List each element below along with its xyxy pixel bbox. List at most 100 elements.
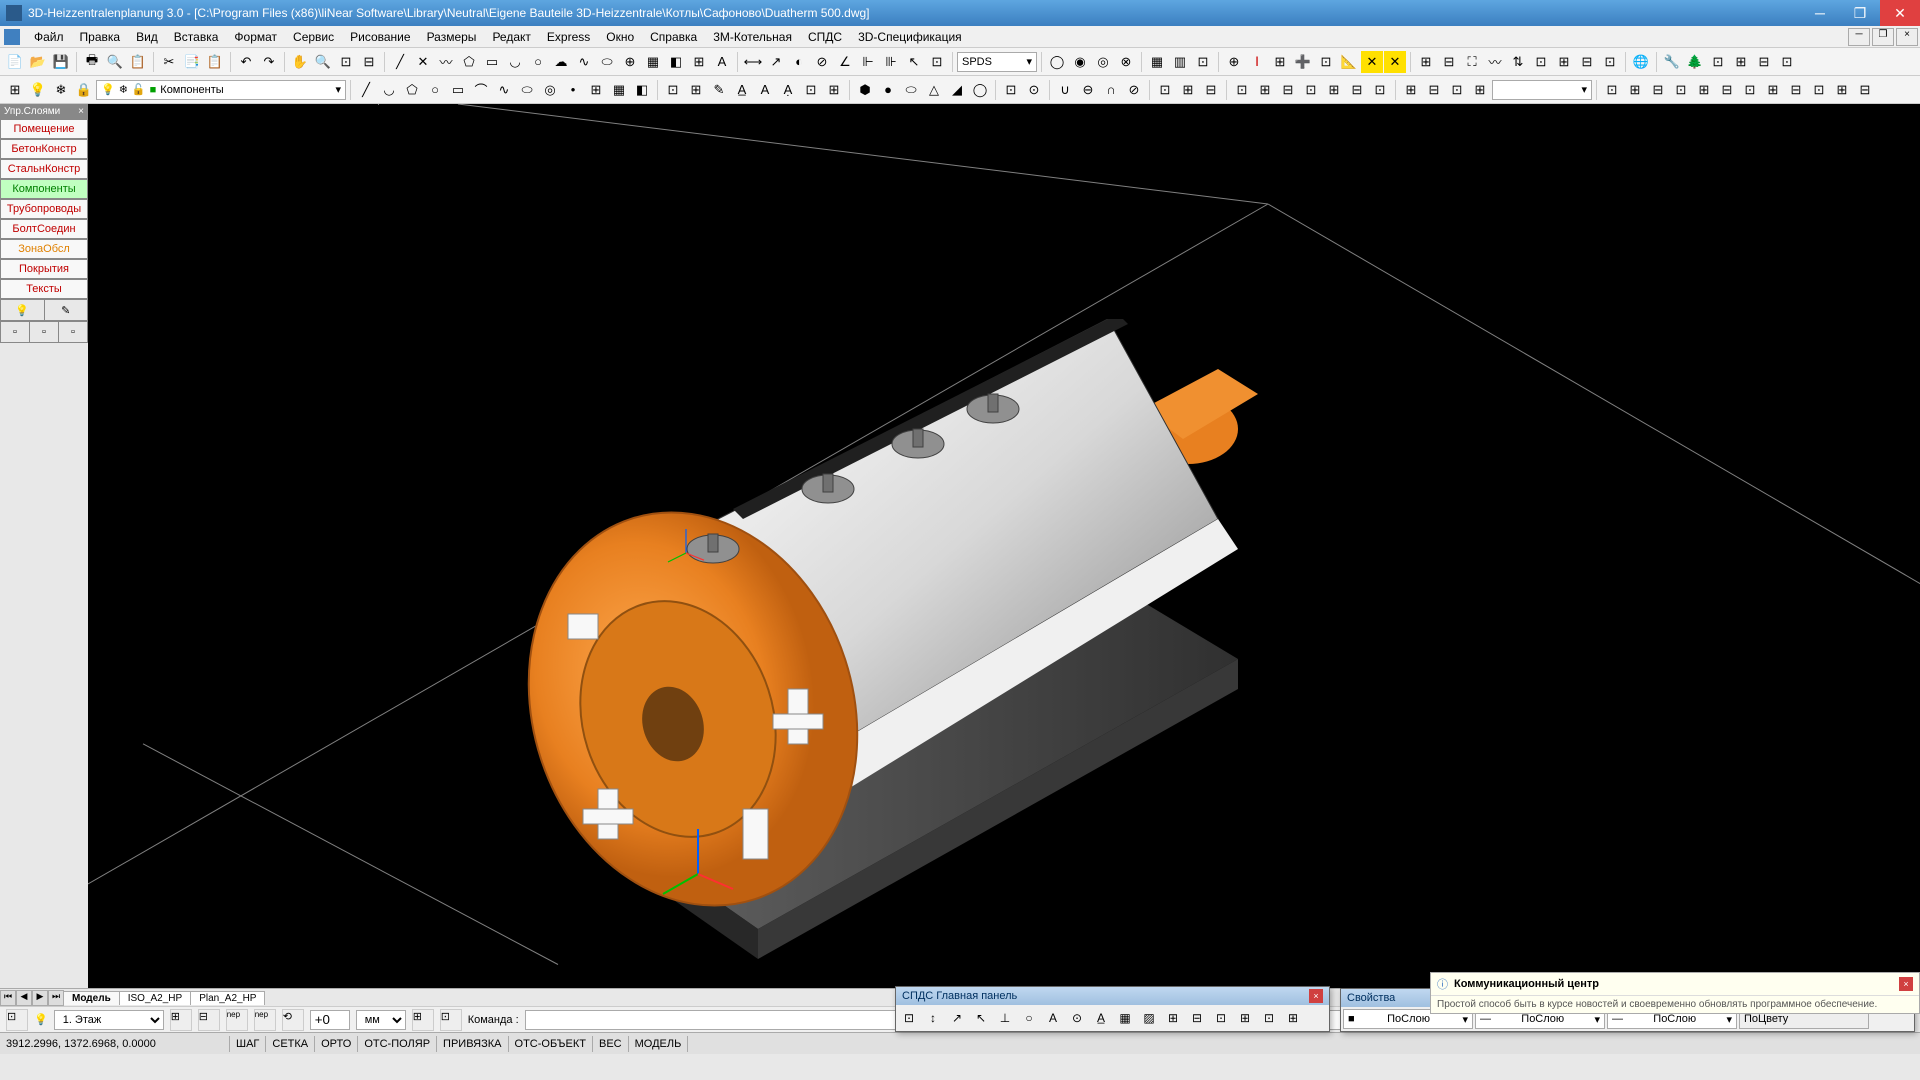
mod-1-icon[interactable]: ⊡	[662, 79, 684, 101]
draw-arc2-icon[interactable]: ⌒	[470, 79, 492, 101]
vs-2-icon[interactable]: ⊞	[1624, 79, 1646, 101]
menu-правка[interactable]: Правка	[72, 28, 129, 46]
render-5-icon[interactable]: ⊞	[1323, 79, 1345, 101]
zoom-prev-icon[interactable]: ⊟	[358, 51, 380, 73]
menu-формат[interactable]: Формат	[226, 28, 285, 46]
tool-9-icon[interactable]: Ⅰ	[1246, 51, 1268, 73]
solid-torus-icon[interactable]: ◯	[969, 79, 991, 101]
menu-3м-котельная[interactable]: 3М-Котельная	[705, 28, 800, 46]
layer-item[interactable]: Тексты	[0, 279, 88, 299]
calc-icon[interactable]: ⊞	[1415, 51, 1437, 73]
dim-angular-icon[interactable]: ∠	[834, 51, 856, 73]
hatch-icon[interactable]: ▦	[642, 51, 664, 73]
draw-block-icon[interactable]: ⊞	[585, 79, 607, 101]
menu-справка[interactable]: Справка	[642, 28, 705, 46]
draw-poly-icon[interactable]: ⬠	[401, 79, 423, 101]
menu-файл[interactable]: Файл	[26, 28, 72, 46]
dim-radius-icon[interactable]: ◐	[788, 51, 810, 73]
floor-dropdown[interactable]: 1. Этаж	[54, 1010, 164, 1030]
vs-10-icon[interactable]: ⊡	[1808, 79, 1830, 101]
render-7-icon[interactable]: ⊡	[1369, 79, 1391, 101]
solid-box-icon[interactable]: ⬢	[854, 79, 876, 101]
cut-icon[interactable]: ✂	[158, 51, 180, 73]
tool-19-icon[interactable]: ⇅	[1507, 51, 1529, 73]
spds-tool-11-icon[interactable]: ▨	[1138, 1007, 1160, 1029]
layer-item[interactable]: Помещение	[0, 119, 88, 139]
visual-style-dropdown[interactable]: ▾	[1492, 80, 1592, 100]
mod-5-icon[interactable]: ⊞	[823, 79, 845, 101]
status-toggle-модель[interactable]: МОДЕЛЬ	[629, 1036, 689, 1052]
ellipse-icon[interactable]: ⬭	[596, 51, 618, 73]
tool-5-icon[interactable]: ▦	[1146, 51, 1168, 73]
tool-12-icon[interactable]: ⊡	[1315, 51, 1337, 73]
close-button[interactable]: ✕	[1880, 0, 1920, 26]
tool-1-icon[interactable]: ◯	[1046, 51, 1068, 73]
status-toggle-вес[interactable]: ВЕС	[593, 1036, 629, 1052]
render-4-icon[interactable]: ⊡	[1300, 79, 1322, 101]
menu-редакт[interactable]: Редакт	[484, 28, 538, 46]
spds-tool-16-icon[interactable]: ⊡	[1258, 1007, 1280, 1029]
layer-item[interactable]: БолтСоедин	[0, 219, 88, 239]
viewport[interactable]	[88, 104, 1920, 988]
revolve-icon[interactable]: ⊙	[1023, 79, 1045, 101]
tool-15-icon[interactable]: ✕	[1384, 51, 1406, 73]
tool-27-icon[interactable]: ⊡	[1707, 51, 1729, 73]
preview-icon[interactable]: 🔍	[104, 51, 126, 73]
spds-tool-15-icon[interactable]: ⊞	[1234, 1007, 1256, 1029]
layer-tool-a-icon[interactable]: ▫	[1, 322, 30, 342]
tab-first-button[interactable]: ⏮	[0, 990, 16, 1006]
tolerance-icon[interactable]: ⊡	[926, 51, 948, 73]
layer-dropdown[interactable]: 💡❄🔓■ Компоненты▾	[96, 80, 346, 100]
tool-13-icon[interactable]: 📐	[1338, 51, 1360, 73]
vs-6-icon[interactable]: ⊟	[1716, 79, 1738, 101]
subtract-icon[interactable]: ⊖	[1077, 79, 1099, 101]
insert-icon[interactable]: ⊕	[619, 51, 641, 73]
solid-cone-icon[interactable]: △	[923, 79, 945, 101]
render-1-icon[interactable]: ⊡	[1231, 79, 1253, 101]
undo-icon[interactable]: ↶	[235, 51, 257, 73]
tool-26-icon[interactable]: 🌲	[1684, 51, 1706, 73]
tool-18-icon[interactable]: 〰	[1484, 51, 1506, 73]
tool-14-icon[interactable]: ✕	[1361, 51, 1383, 73]
new-icon[interactable]: 📄	[4, 51, 26, 73]
menu-3d-спецификация[interactable]: 3D-Спецификация	[850, 28, 970, 46]
aux-4-icon[interactable]: ⟲	[282, 1009, 304, 1031]
plot-icon[interactable]: 📋	[127, 51, 149, 73]
doc-restore-button[interactable]: ❐	[1872, 28, 1894, 46]
extrude-icon[interactable]: ⊡	[1000, 79, 1022, 101]
draw-line-icon[interactable]: ╱	[355, 79, 377, 101]
tool-2-icon[interactable]: ◉	[1069, 51, 1091, 73]
circle-icon[interactable]: ○	[527, 51, 549, 73]
redo-icon[interactable]: ↷	[258, 51, 280, 73]
tool-6-icon[interactable]: ▥	[1169, 51, 1191, 73]
save-icon[interactable]: 💾	[50, 51, 72, 73]
spds-tool-12-icon[interactable]: ⊞	[1162, 1007, 1184, 1029]
mtext-icon[interactable]: A	[711, 51, 733, 73]
mod-4-icon[interactable]: ⊡	[800, 79, 822, 101]
spds-style-dropdown[interactable]: SPDS▾	[957, 52, 1037, 72]
paste-icon[interactable]: 📋	[204, 51, 226, 73]
doc-close-button[interactable]: ×	[1896, 28, 1918, 46]
arc-icon[interactable]: ◡	[504, 51, 526, 73]
layer-item[interactable]: БетонКонстр	[0, 139, 88, 159]
status-toggle-привязка[interactable]: ПРИВЯЗКА	[437, 1036, 508, 1052]
tool-20-icon[interactable]: ⊡	[1530, 51, 1552, 73]
spds-tool-1-icon[interactable]: ⊡	[898, 1007, 920, 1029]
aux-5-icon[interactable]: ⊞	[412, 1009, 434, 1031]
vs-12-icon[interactable]: ⊟	[1854, 79, 1876, 101]
intersect-icon[interactable]: ∩	[1100, 79, 1122, 101]
dim-aligned-icon[interactable]: ↗	[765, 51, 787, 73]
bulb-icon[interactable]: 💡	[27, 79, 49, 101]
tool-17-icon[interactable]: ⛶	[1461, 51, 1483, 73]
vs-4-icon[interactable]: ⊡	[1670, 79, 1692, 101]
status-toggle-орто[interactable]: ОРТО	[315, 1036, 358, 1052]
solid-sphere-icon[interactable]: ●	[877, 79, 899, 101]
aux-nep2-icon[interactable]: nep	[254, 1009, 276, 1031]
tool-7-icon[interactable]: ⊡	[1192, 51, 1214, 73]
vp-3-icon[interactable]: ⊡	[1446, 79, 1468, 101]
status-toggle-отс-поляр[interactable]: ОТС-ПОЛЯР	[358, 1036, 437, 1052]
layer-pencil-icon[interactable]: ✎	[45, 300, 88, 320]
union-icon[interactable]: ∪	[1054, 79, 1076, 101]
menu-спдс[interactable]: СПДС	[800, 28, 850, 46]
vs-7-icon[interactable]: ⊡	[1739, 79, 1761, 101]
